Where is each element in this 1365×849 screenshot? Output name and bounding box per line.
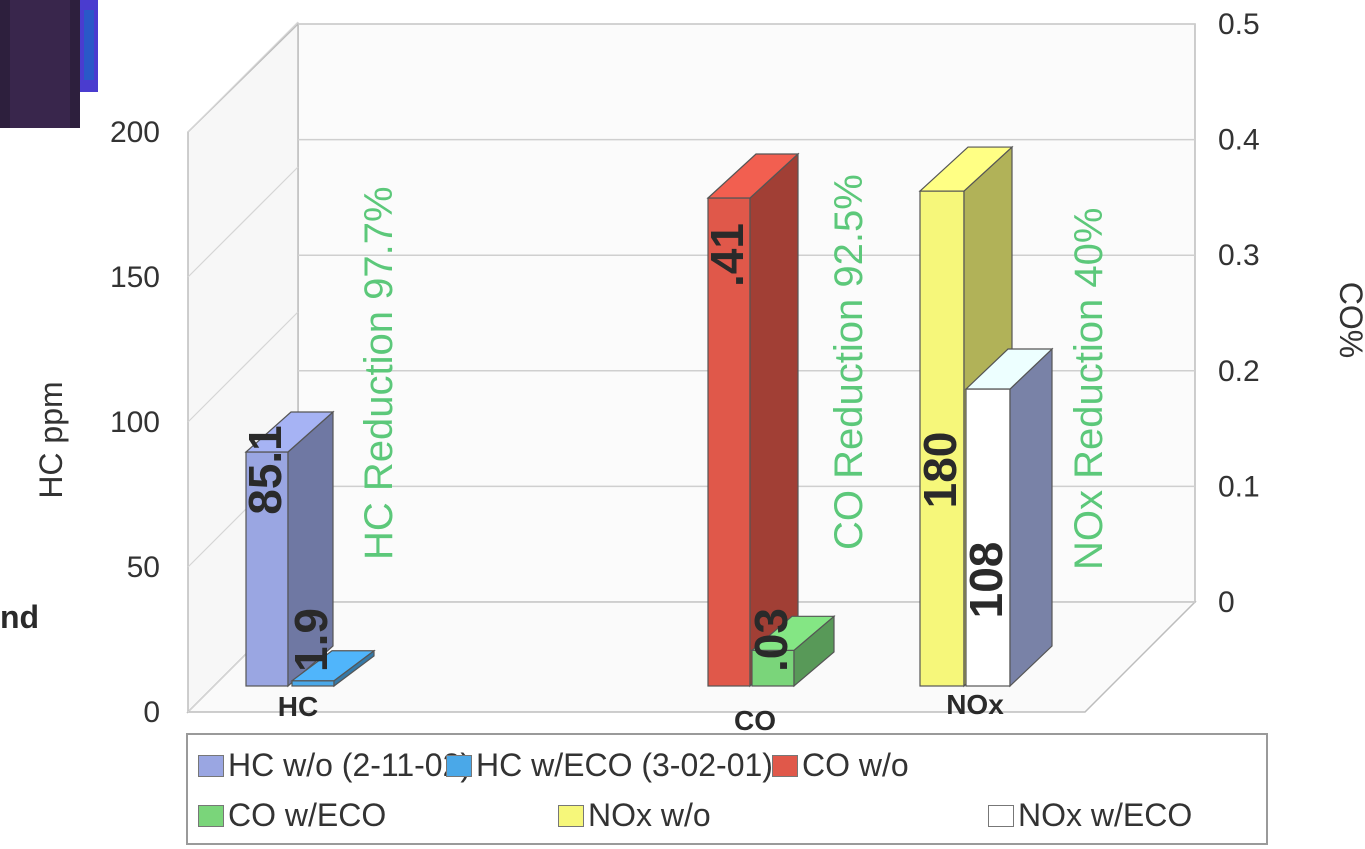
data-label: 180 (914, 432, 966, 509)
annotations: HC Reduction 97.7% CO Reduction 92.5% NOx … (357, 174, 1111, 570)
data-label: .41 (701, 223, 753, 287)
y2-tick-label: 0 (1218, 586, 1235, 619)
bar-co-without (706, 152, 800, 688)
legend-label: HC w/ECO (3-02-01) (476, 747, 773, 783)
legend-label: NOx w/o (588, 797, 711, 833)
legend-swatch (446, 754, 472, 777)
tick-labels: 0 50 100 150 200 0 0.1 0.2 0.3 0.4 0.5 (110, 8, 1260, 729)
reduction-annotation: NOx Reduction 40% (1067, 208, 1111, 570)
legend-swatch (988, 804, 1014, 827)
category-label: HC (278, 691, 318, 722)
legend-label: NOx w/ECO (1018, 797, 1193, 833)
y2-tick-label: 0.4 (1218, 124, 1260, 157)
category-label: CO (734, 705, 776, 736)
legend-item: CO w/o (772, 747, 909, 784)
y-tick-label: 50 (127, 551, 160, 584)
gridline-side (187, 311, 299, 423)
legend-swatch (558, 804, 584, 827)
photo-fragment (0, 0, 98, 128)
category-labels: HC CO NOx (278, 689, 1004, 736)
bars (244, 145, 1054, 688)
category-label: NOx (946, 689, 1004, 720)
y2-axis-title: CO% (1333, 282, 1365, 358)
bar-hc-with-eco (290, 649, 376, 688)
y-tick-label: 0 (143, 696, 160, 729)
gridline-side (187, 166, 299, 278)
y2-tick-label: 0.1 (1218, 470, 1260, 503)
bar-nox-with-eco (964, 347, 1054, 688)
legend-swatch (198, 804, 224, 827)
bar-hc-without (244, 410, 335, 688)
legend-item: NOx w/ECO (988, 797, 1192, 834)
legend-item: HC w/ECO (3-02-01) (446, 747, 773, 784)
legend: HC w/o (2-11-02) HC w/ECO (3-02-01) CO w/o… (186, 733, 1268, 845)
y2-tick-label: 0.3 (1218, 239, 1260, 272)
data-label: 85.1 (239, 425, 291, 515)
legend-label: HC w/o (2-11-02) (228, 747, 472, 783)
y-tick-label: 150 (110, 261, 160, 294)
gridline-side (187, 21, 299, 133)
data-label: 108 (960, 542, 1012, 619)
reduction-annotation: HC Reduction 97.7% (357, 186, 401, 560)
y-tick-label: 200 (110, 116, 160, 149)
data-label: .03 (745, 608, 797, 672)
legend-item: HC w/o (2-11-02) (198, 747, 471, 784)
legend-swatch (772, 754, 798, 777)
data-labels: 85.1 1.9 .41 .03 180 108 (239, 223, 1012, 672)
y-axis-title: HC ppm (33, 381, 69, 498)
legend-label: CO w/ECO (228, 797, 387, 833)
y2-tick-label: 0.2 (1218, 355, 1260, 388)
data-label: 1.9 (285, 608, 337, 672)
reduction-annotation: CO Reduction 92.5% (827, 174, 871, 550)
legend-item: CO w/ECO (198, 797, 386, 834)
legend-swatch (198, 754, 224, 777)
legend-item: NOx w/o (558, 797, 711, 834)
legend-label: CO w/o (802, 747, 909, 783)
y-tick-label: 100 (110, 406, 160, 439)
side-text: nd (0, 599, 39, 635)
bar-co-with-eco (750, 614, 836, 688)
y2-tick-label: 0.5 (1218, 8, 1260, 41)
